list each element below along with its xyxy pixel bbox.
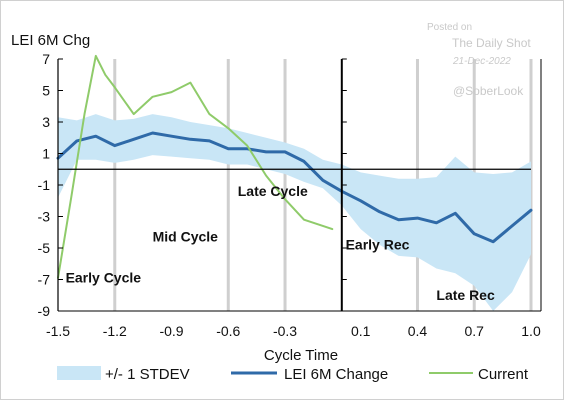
y-tick-label: -7: [38, 272, 51, 288]
x-tick-label: 0.1: [351, 323, 371, 339]
x-tick-label: 0.7: [465, 323, 485, 339]
watermark-posted-on: Posted on: [427, 22, 472, 33]
watermark-handle: @SoberLook: [453, 84, 524, 98]
watermark: Posted on The Daily Shot 21-Dec-2022 @So…: [427, 22, 531, 98]
watermark-source: The Daily Shot: [452, 36, 531, 50]
x-axis-label: Cycle Time: [264, 347, 338, 364]
chart-title: LEI 6M Chg: [11, 32, 90, 49]
phase-label: Early Cycle: [66, 270, 142, 286]
phase-label: Late Cycle: [238, 183, 308, 199]
y-tick-label: -3: [38, 209, 51, 225]
series-lines: [56, 54, 533, 279]
y-tick-label: 5: [42, 83, 50, 99]
y-tick-label: -1: [38, 177, 51, 193]
legend: +/- 1 STDEV LEI 6M Change Current: [57, 366, 529, 383]
y-tick-label: -5: [38, 240, 51, 256]
x-tick-label: -1.5: [46, 323, 70, 339]
series-line-lei-change: [56, 131, 533, 244]
axes: [57, 58, 542, 312]
phase-annotations: Early Cycle Mid Cycle Late Cycle Early Rec L…: [66, 183, 495, 303]
series-line-current: [57, 54, 334, 279]
y-tick-label: 7: [42, 51, 50, 67]
stdev-band: [58, 114, 531, 311]
y-tick-label: 3: [42, 114, 50, 130]
tick-labels: 7 5 3 1 -1 -3 -5 -7 -9 -1.5 -1.2 -0.9 -0.6 -0.3 0.1 0.4…: [38, 51, 541, 339]
x-tick-label: -0.3: [273, 323, 297, 339]
x-tick-label: 0.4: [408, 323, 428, 339]
x-tick-label: 1.0: [521, 323, 541, 339]
phase-label: Mid Cycle: [153, 229, 219, 245]
stdev-band-layer: [58, 114, 531, 311]
watermark-date: 21-Dec-2022: [452, 56, 511, 67]
legend-label-current: Current: [478, 366, 529, 383]
legend-swatch-stdev-band: [57, 366, 101, 380]
phase-label: Late Rec: [436, 287, 495, 303]
y-tick-label: -9: [38, 303, 51, 319]
x-tick-label: -0.6: [216, 323, 240, 339]
legend-label-lei-change: LEI 6M Change: [284, 366, 388, 383]
phase-label: Early Rec: [346, 237, 410, 253]
legend-label-stdev-band: +/- 1 STDEV: [105, 366, 190, 383]
y-tick-label: 1: [42, 146, 50, 162]
x-tick-label: -1.2: [103, 323, 127, 339]
x-tick-label: -0.9: [159, 323, 183, 339]
